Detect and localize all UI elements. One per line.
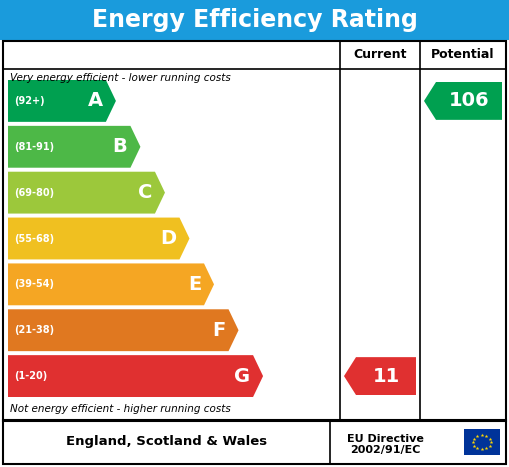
Text: (81-91): (81-91) [14,142,54,152]
Bar [464,429,500,455]
Polygon shape [8,355,263,397]
Text: EU Directive: EU Directive [347,434,423,444]
Polygon shape [344,357,416,395]
Text: 106: 106 [449,92,489,110]
Text: C: C [137,183,152,202]
Text: A: A [88,92,103,110]
Text: 11: 11 [373,367,400,386]
Text: (69-80): (69-80) [14,188,54,198]
Polygon shape [8,172,165,213]
Polygon shape [8,263,214,305]
Bar [3,41,506,421]
Polygon shape [424,82,502,120]
Text: D: D [160,229,177,248]
Text: G: G [234,367,250,386]
Text: (92+): (92+) [14,96,45,106]
Polygon shape [8,126,140,168]
Bar [3,420,506,464]
Text: (21-38): (21-38) [14,325,54,335]
Text: England, Scotland & Wales: England, Scotland & Wales [66,436,267,448]
Text: (1-20): (1-20) [14,371,47,381]
Text: Current: Current [353,49,407,62]
Text: Very energy efficient - lower running costs: Very energy efficient - lower running co… [10,73,231,83]
Polygon shape [8,218,189,260]
Polygon shape [8,80,116,122]
Text: (55-68): (55-68) [14,234,54,243]
Text: 2002/91/EC: 2002/91/EC [350,445,420,455]
Text: F: F [212,321,225,340]
Bar [0,0,509,40]
Text: E: E [188,275,201,294]
Text: B: B [112,137,127,156]
Text: (39-54): (39-54) [14,279,54,290]
Text: Energy Efficiency Rating: Energy Efficiency Rating [92,8,417,32]
Polygon shape [8,309,239,351]
Text: Potential: Potential [431,49,495,62]
Text: Not energy efficient - higher running costs: Not energy efficient - higher running co… [10,404,231,414]
